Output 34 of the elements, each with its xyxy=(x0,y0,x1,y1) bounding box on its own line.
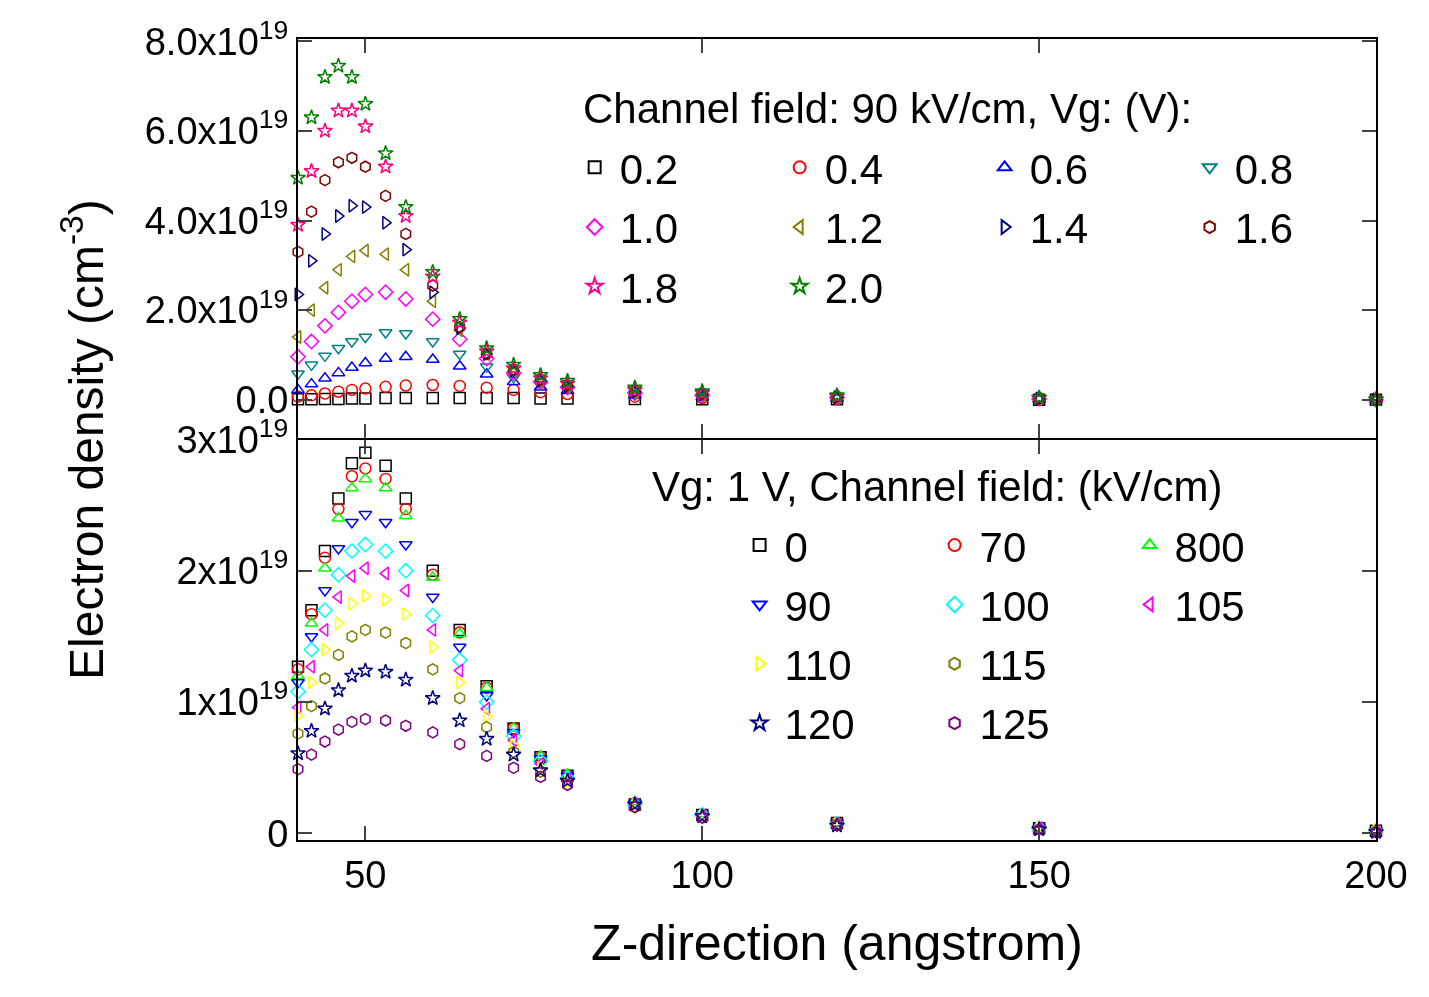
legend-label: 0.2 xyxy=(619,145,679,193)
y-tick-label: 1x10$^{19}$ xyxy=(176,675,289,724)
legend-label: 1.8 xyxy=(619,264,679,312)
legend-title: Vg: 1 V, Channel field: (kV/cm) xyxy=(652,463,1223,510)
legend-label: 120 xyxy=(784,701,855,749)
legend-label: 0.6 xyxy=(1029,145,1089,193)
legend-label: 105 xyxy=(1174,582,1245,630)
legend-title: Channel field: 90 kV/cm, Vg: (V): xyxy=(583,85,1193,132)
x-tick-label: 150 xyxy=(1007,853,1071,896)
legend-label: 100 xyxy=(979,582,1050,630)
y-tick-label: 6.0x10$^{19}$ xyxy=(144,104,289,153)
y-tick-label: 2x10$^{19}$ xyxy=(176,544,289,593)
legend-label: 0 xyxy=(784,523,808,571)
legend-label: 1.4 xyxy=(1029,205,1089,253)
y-tick-label: 2.0x10$^{19}$ xyxy=(144,283,289,332)
legend-label: 110 xyxy=(784,642,852,690)
x-tick-label: 50 xyxy=(344,853,387,896)
legend-label: 0.4 xyxy=(824,145,884,193)
legend-label: 90 xyxy=(784,582,832,630)
legend-label: 800 xyxy=(1174,523,1245,571)
legend-label: 1.2 xyxy=(824,205,884,253)
legend-label: 125 xyxy=(979,701,1050,749)
y-tick-label: 0 xyxy=(267,812,289,855)
y-tick-label: 8.0x10$^{19}$ xyxy=(144,14,289,63)
legend-label: 70 xyxy=(979,523,1027,571)
y-tick-label: 4.0x10$^{19}$ xyxy=(144,193,289,242)
x-tick-label: 200 xyxy=(1344,853,1408,896)
legend-label: 1.0 xyxy=(619,205,679,253)
legend-label: 1.6 xyxy=(1234,205,1294,253)
x-axis-title: Z-direction (angstrom) xyxy=(591,914,1083,971)
x-tick-label: 100 xyxy=(670,853,734,896)
legend-label: 115 xyxy=(979,642,1047,690)
legend-label: 2.0 xyxy=(824,264,884,312)
legend-label: 0.8 xyxy=(1234,145,1294,193)
